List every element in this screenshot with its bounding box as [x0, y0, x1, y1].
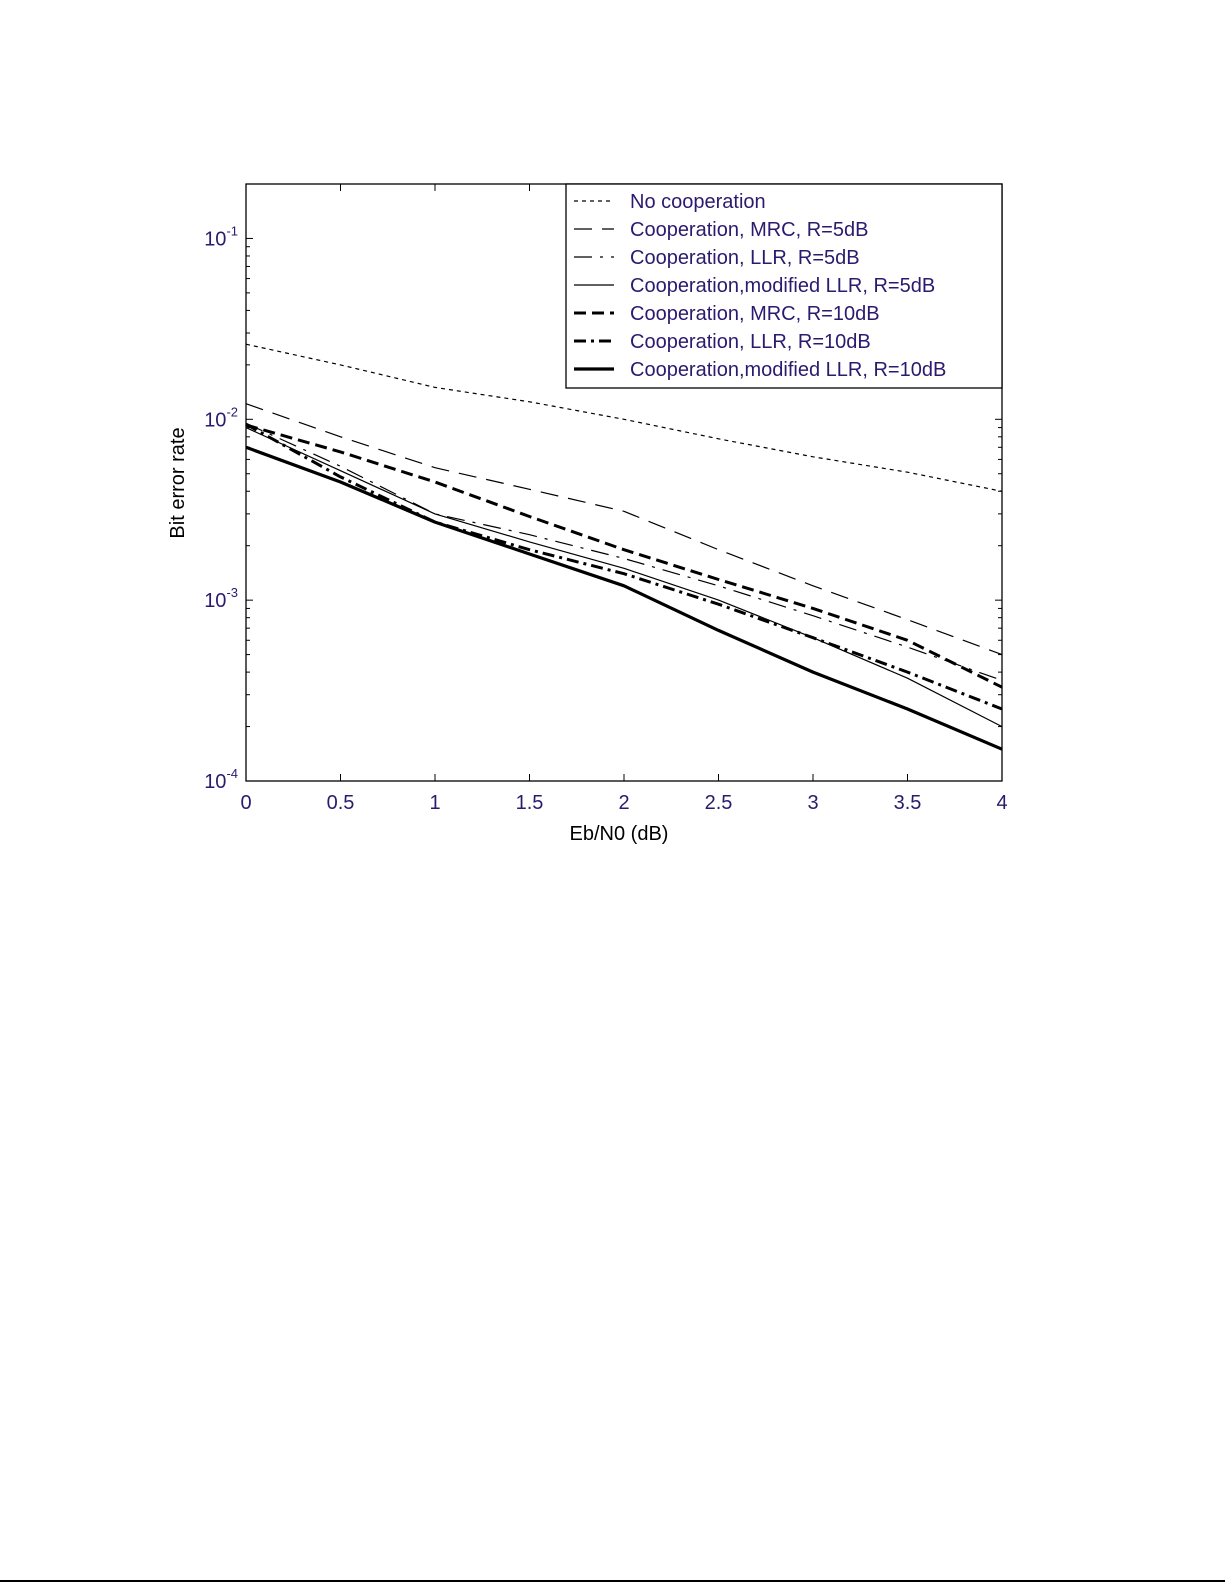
- series-line-6: [245, 422, 1003, 711]
- x-tick-label: 2.5: [705, 792, 733, 814]
- x-tick-label: 0: [240, 792, 251, 814]
- x-tick-label: 3.5: [894, 792, 922, 814]
- y-tick-label-exponent: -2: [226, 404, 238, 419]
- x-tick-label: 4: [996, 792, 1007, 814]
- y-tick-label-base: 10: [204, 409, 226, 431]
- ber-chart: 0 0.5 1 1.5 2 2.5 3 3.5 410-110-210-310-4 No coo…: [167, 183, 1008, 845]
- series-line-2: [245, 403, 1003, 656]
- series-line-4: [245, 427, 1003, 728]
- series-line-5: [245, 423, 1003, 689]
- y-tick-label-exponent: -4: [226, 766, 238, 781]
- page-border-line: [0, 1580, 1225, 1582]
- y-tick-label-base: 10: [204, 771, 226, 793]
- y-tick-label: 10-2: [204, 404, 238, 431]
- x-tick-label: 0.5: [327, 792, 355, 814]
- legend: No cooperation Cooperation, MRC, R=5dB Coo…: [565, 183, 1003, 389]
- x-tick-label: 2: [618, 792, 629, 814]
- y-tick-label-exponent: -3: [226, 585, 238, 600]
- y-tick-label: 10-4: [204, 766, 238, 793]
- ticks-layer: 0 0.5 1 1.5 2 2.5 3 3.5 410-110-210-310-4: [204, 183, 1008, 814]
- y-axis-label: Bit error rate: [167, 427, 189, 538]
- legend-label: Cooperation, LLR, R=10dB: [630, 331, 871, 353]
- y-tick-label-exponent: -1: [226, 223, 238, 238]
- x-tick-label: 1.5: [516, 792, 544, 814]
- y-tick-label: 10-1: [204, 223, 238, 250]
- legend-label: Cooperation, LLR, R=5dB: [630, 247, 860, 269]
- legend-label: Cooperation,modified LLR, R=10dB: [630, 359, 946, 381]
- y-tick-label-base: 10: [204, 228, 226, 250]
- x-tick-label: 3: [807, 792, 818, 814]
- legend-label: Cooperation,modified LLR, R=5dB: [630, 275, 935, 297]
- legend-label: Cooperation, MRC, R=10dB: [630, 303, 880, 325]
- x-tick-label: 1: [429, 792, 440, 814]
- x-axis-label: Eb/N0 (dB): [570, 823, 669, 845]
- series-line-7: [245, 445, 1003, 751]
- legend-label: No cooperation: [630, 191, 766, 213]
- series-line-3: [245, 422, 1003, 681]
- series-layer: [245, 343, 1003, 751]
- series-line-1: [245, 343, 1003, 492]
- y-tick-label-base: 10: [204, 590, 226, 612]
- legend-label: Cooperation, MRC, R=5dB: [630, 219, 868, 241]
- y-tick-label: 10-3: [204, 585, 238, 612]
- legend-box: [565, 183, 1003, 389]
